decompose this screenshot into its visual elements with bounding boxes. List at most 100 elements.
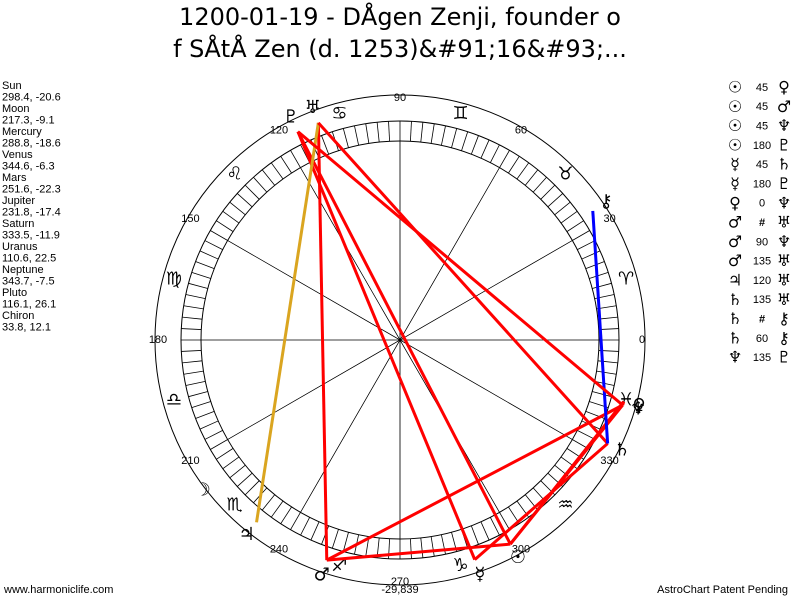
- ring-tick: [216, 220, 234, 232]
- ring-tick: [280, 156, 292, 174]
- planet-name: Mercury: [2, 126, 42, 138]
- aspect-line: [296, 131, 477, 561]
- ring-tick: [560, 210, 578, 224]
- ring-tick: [597, 316, 618, 320]
- planet-glyph: ♂: [314, 564, 330, 585]
- ring-tick: [185, 380, 206, 386]
- ring-tick: [290, 512, 301, 530]
- sign-glyph: ♒: [557, 494, 573, 515]
- ring-tick: [182, 316, 203, 320]
- ring-tick: [222, 456, 240, 470]
- ring-tick: [199, 420, 219, 430]
- outer-circle: [154, 94, 646, 586]
- aspect-to: ♆: [777, 116, 791, 135]
- sign-glyph: ♎: [166, 390, 182, 411]
- ring-tick: [244, 184, 260, 200]
- sign-glyph: ♑: [452, 555, 468, 576]
- ring-tick: [300, 517, 311, 536]
- ring-tick: [229, 201, 246, 216]
- planet-position: 333.5, -11.9: [2, 229, 60, 241]
- aspect-from: ☉: [728, 78, 742, 97]
- planet-glyph: ♆: [630, 399, 646, 420]
- ring-tick: [195, 410, 215, 419]
- aspect-type: 45: [756, 159, 768, 171]
- ring-tick: [461, 131, 469, 151]
- planet-name: Jupiter: [2, 195, 35, 207]
- aspect-type: 135: [753, 294, 771, 306]
- degree-label: 60: [515, 124, 527, 136]
- degree-label: 30: [603, 213, 615, 225]
- aspect-line: [316, 122, 329, 561]
- aspect-from: ☿: [730, 174, 740, 193]
- aspect-line: [509, 404, 624, 546]
- planet-glyph: ☽: [195, 479, 211, 500]
- ring-tick: [204, 429, 223, 440]
- ring-tick: [596, 370, 617, 375]
- aspect-to: ♅: [777, 271, 791, 290]
- ring-tick: [188, 391, 208, 398]
- aspect-from: ☉: [728, 135, 742, 154]
- sign-glyph: ♉: [557, 164, 573, 185]
- planet-position: 33.8, 12.1: [2, 321, 51, 333]
- aspect-to: ♇: [777, 348, 791, 367]
- ring-tick: [524, 169, 539, 186]
- planet-name: Sun: [2, 80, 22, 92]
- aspect-from: ♆: [728, 348, 742, 367]
- ring-tick: [480, 521, 490, 541]
- aspect-type: 45: [756, 101, 768, 113]
- planet-glyph: ♄: [614, 440, 630, 461]
- ring-tick: [229, 464, 246, 479]
- degree-label: 90: [394, 92, 406, 104]
- sign-glyph: ♋: [331, 103, 347, 124]
- aspect-to: ♄: [777, 155, 791, 174]
- aspect-from: ☿: [730, 155, 740, 174]
- ring-tick: [577, 429, 596, 440]
- ring-tick: [261, 169, 276, 186]
- ring-tick: [280, 506, 292, 524]
- aspect-line: [473, 442, 609, 561]
- ring-tick: [199, 250, 219, 260]
- aspect-from: ♄: [728, 328, 742, 347]
- planet-name: Mars: [2, 172, 27, 184]
- aspect-from: ♂: [728, 213, 742, 232]
- aspect-to: ♇: [777, 174, 791, 193]
- aspect-from: ♀: [729, 193, 741, 212]
- ring-tick: [210, 230, 228, 241]
- ring-tick: [566, 220, 584, 232]
- aspect-line: [326, 542, 511, 562]
- aspect-from: ☉: [728, 97, 742, 116]
- aspect-to: ♅: [777, 290, 791, 309]
- sign-glyph: ♌: [226, 164, 242, 185]
- ring-tick: [331, 529, 339, 549]
- ring-tick: [181, 328, 202, 330]
- footer-center: -29,839: [381, 584, 418, 596]
- ring-tick: [410, 538, 412, 559]
- ring-tick: [183, 370, 204, 375]
- ring-tick: [451, 128, 458, 148]
- aspect-line: [296, 130, 512, 545]
- ring-tick: [210, 439, 228, 450]
- ring-tick: [508, 156, 520, 174]
- ring-tick: [222, 210, 240, 224]
- planet-glyph: ♃: [239, 524, 255, 545]
- ring-tick: [182, 360, 203, 364]
- ring-tick: [204, 240, 223, 251]
- ring-tick: [183, 305, 204, 310]
- ring-tick: [410, 121, 412, 142]
- ring-tick: [195, 261, 215, 270]
- ring-tick: [376, 122, 380, 143]
- planet-glyph: ⚷: [599, 191, 612, 212]
- ring-tick: [354, 125, 360, 146]
- ring-tick: [532, 176, 547, 193]
- planet-name: Uranus: [2, 241, 38, 253]
- aspect-from: ♄: [728, 309, 742, 328]
- ring-tick: [185, 294, 206, 300]
- planet-glyph: ☉: [510, 547, 526, 568]
- ring-tick: [236, 193, 253, 208]
- planet-glyph: ♇: [283, 106, 299, 127]
- aspect-type: 180: [753, 140, 771, 152]
- ring-tick: [430, 123, 435, 144]
- sign-glyph: ♏: [226, 494, 242, 515]
- planet-position: 288.8, -18.6: [2, 137, 61, 149]
- aspect-from: ♂: [728, 232, 742, 251]
